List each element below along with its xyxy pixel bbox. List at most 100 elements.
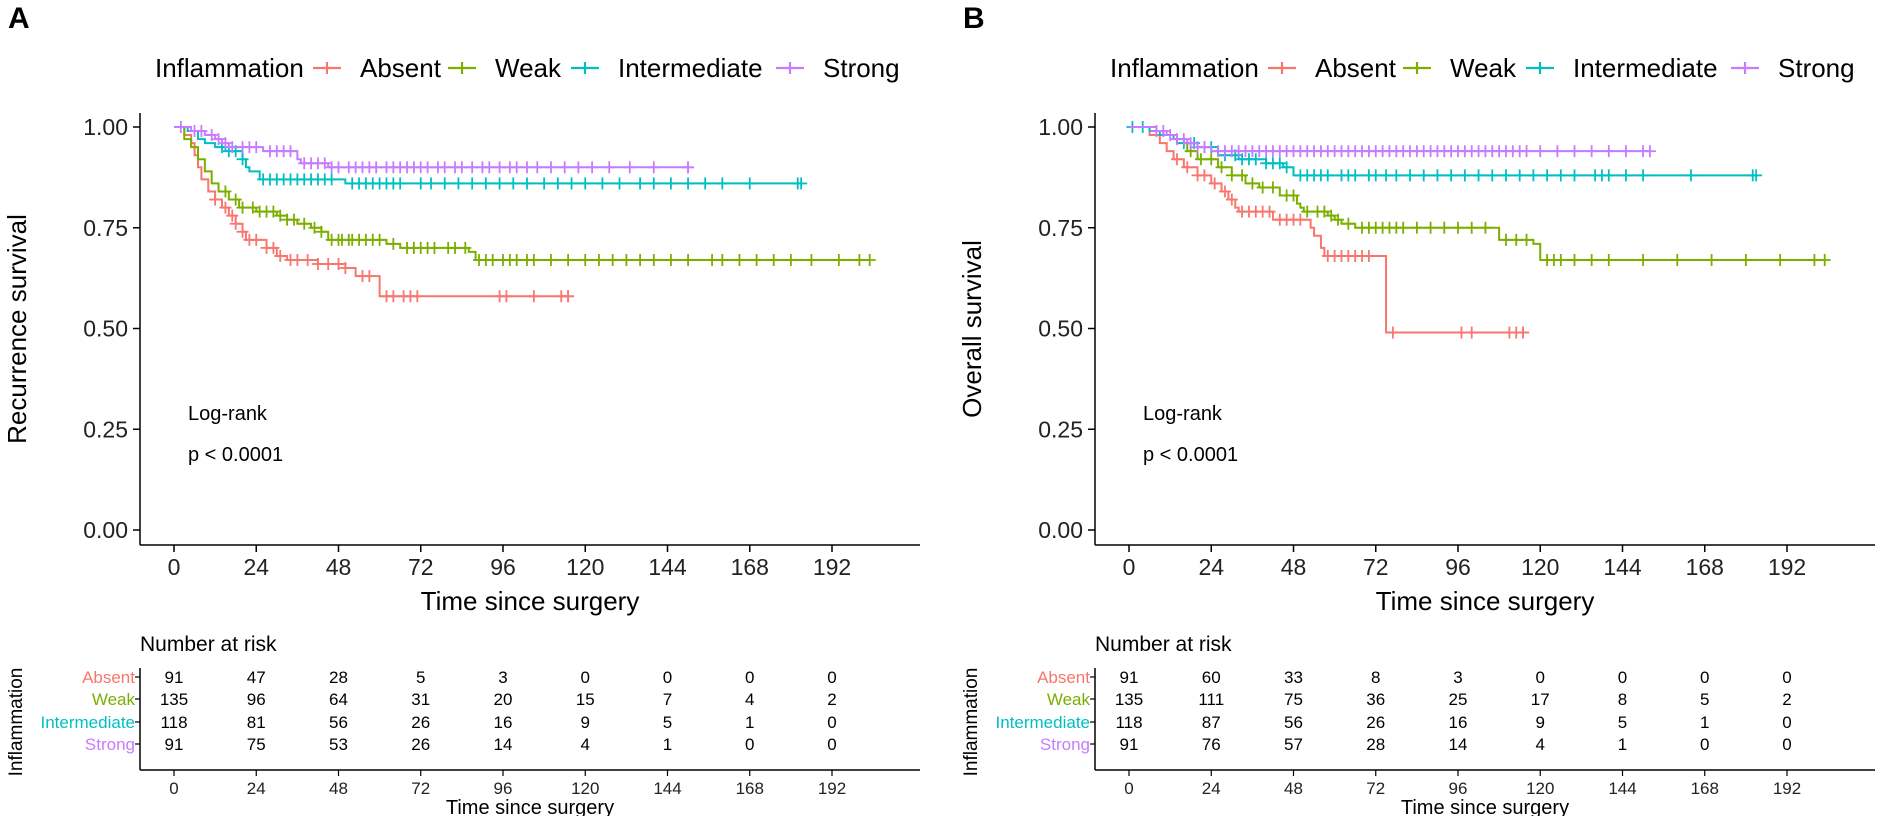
y-tick-label: 0.25 [1038,416,1083,442]
risk-count: 2 [827,690,836,709]
risk-count: 15 [576,690,595,709]
risk-count: 118 [1115,713,1142,732]
x-tick-label: 48 [326,554,352,580]
risk-count: 75 [247,735,266,754]
risk-strata-title: Inflammation [961,668,982,777]
risk-count: 87 [1202,713,1221,732]
risk-count: 36 [1366,690,1385,709]
risk-count: 9 [1536,713,1545,732]
risk-row-label: Weak [1047,690,1091,709]
legend-item-strong: Strong [776,53,900,83]
legend-item-weak: Weak [1403,53,1517,83]
risk-x-tick-label: 192 [1773,779,1801,798]
risk-x-tick-label: 0 [1124,779,1133,798]
risk-count: 33 [1284,668,1303,687]
risk-count: 56 [329,713,348,732]
risk-count: 111 [1198,690,1224,709]
survival-curve-intermediate [174,126,802,185]
risk-row-label: Intermediate [996,713,1091,732]
y-tick-label: 1.00 [83,114,128,140]
risk-x-tick-label: 48 [329,779,348,798]
risk-count: 14 [494,735,513,754]
risk-x-tick-label: 0 [169,779,178,798]
y-tick-label: 1.00 [1038,114,1083,140]
x-tick-label: 192 [813,554,851,580]
risk-count: 57 [1284,735,1303,754]
risk-x-tick-label: 120 [571,779,599,798]
risk-row-intermediate: Intermediate 118 87 56 26 16 9 5 1 0 [996,713,1792,732]
risk-x-tick-label: 24 [1202,779,1221,798]
risk-count: 4 [581,735,590,754]
risk-count: 91 [165,668,184,687]
y-tick-label: 0.25 [83,416,128,442]
series-absent [1129,126,1530,339]
risk-row-label: Absent [82,668,135,687]
risk-count: 0 [745,668,754,687]
risk-count: 14 [1449,735,1468,754]
survival-curve-absent [1129,126,1524,334]
risk-count: 5 [663,713,672,732]
panel-label: B [963,2,985,35]
risk-x-tick-label: 168 [736,779,764,798]
risk-count: 60 [1202,668,1221,687]
x-tick-label: 96 [1445,554,1471,580]
y-tick-label: 0.00 [1038,517,1083,543]
risk-count: 1 [663,735,672,754]
risk-count: 9 [581,713,590,732]
legend-label: Strong [1778,53,1855,83]
risk-count: 5 [416,668,425,687]
legend-label: Intermediate [1573,53,1718,83]
legend-label: Weak [1450,53,1517,83]
risk-count: 3 [498,668,507,687]
risk-row-label: Weak [92,690,136,709]
legend-item-intermediate: Intermediate [1526,53,1718,83]
risk-row-weak: Weak 135 111 75 36 25 17 8 5 2 [1047,690,1792,709]
survival-curve-weak [1129,126,1825,261]
risk-count: 0 [581,668,590,687]
risk-row-label: Intermediate [41,713,136,732]
x-axis-title: Time since surgery [421,586,640,616]
risk-count: 0 [1536,668,1545,687]
legend-title: Inflammation [155,53,304,83]
survival-curve-weak [174,126,870,261]
risk-count: 8 [1371,668,1380,687]
risk-count: 28 [1366,735,1385,754]
risk-count: 16 [494,713,513,732]
risk-count: 0 [1700,735,1709,754]
risk-count: 17 [1531,690,1550,709]
y-tick-label: 0.50 [83,316,128,342]
risk-x-tick-label: 96 [494,779,513,798]
y-tick-label: 0.75 [1038,215,1083,241]
panel-b: B Inflammation Absent Weak Intermediate Stron… [957,2,1875,816]
panel-a: A Inflammation Absent Weak Intermediate Stron… [2,2,920,816]
risk-count: 0 [1618,668,1627,687]
x-tick-label: 120 [566,554,604,580]
y-tick-label: 0.75 [83,215,128,241]
risk-count: 3 [1453,668,1462,687]
logrank-label: Log-rank [1143,403,1223,425]
risk-count: 56 [1284,713,1303,732]
x-tick-label: 144 [648,554,687,580]
risk-count: 7 [663,690,672,709]
risk-count: 4 [745,690,754,709]
x-tick-label: 144 [1603,554,1642,580]
risk-x-tick-label: 72 [411,779,430,798]
risk-count: 5 [1700,690,1709,709]
x-tick-label: 24 [1198,554,1224,580]
risk-count: 8 [1618,690,1627,709]
legend-item-intermediate: Intermediate [571,53,763,83]
risk-count: 5 [1618,713,1627,732]
risk-count: 0 [1782,735,1791,754]
risk-count: 31 [411,690,430,709]
x-tick-label: 0 [1123,554,1136,580]
risk-count: 20 [494,690,513,709]
risk-count: 96 [247,690,266,709]
x-tick-label: 24 [243,554,269,580]
risk-count: 64 [329,690,348,709]
risk-count: 0 [827,713,836,732]
risk-count: 0 [745,735,754,754]
risk-row-intermediate: Intermediate 118 81 56 26 16 9 5 1 0 [41,713,837,732]
